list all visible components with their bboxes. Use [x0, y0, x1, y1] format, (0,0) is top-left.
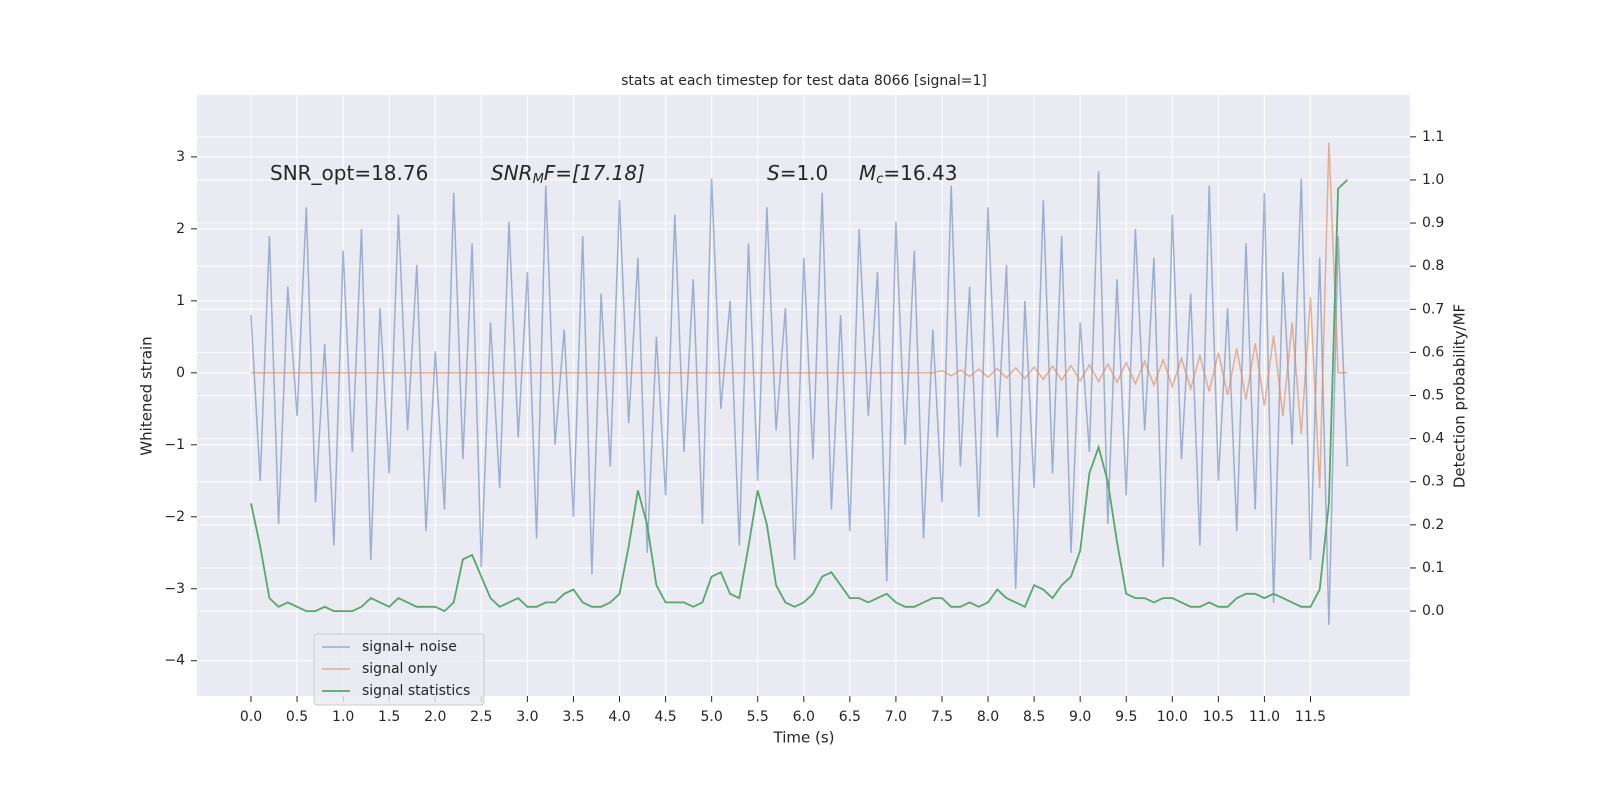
x-tick-label: 5.0 [701, 709, 723, 725]
y-tick-label: −2 [164, 509, 185, 525]
y2-tick-label: 0.9 [1422, 215, 1444, 231]
x-tick-label: 5.5 [747, 709, 769, 725]
y-tick-label: −3 [164, 581, 185, 597]
annotation-part: M [859, 161, 876, 185]
legend-label: signal+ noise [362, 639, 457, 655]
y-tick-label: 0 [176, 365, 185, 381]
x-tick-label: 8.0 [977, 709, 999, 725]
x-tick-label: 7.0 [885, 709, 907, 725]
x-tick-label: 4.0 [608, 709, 630, 725]
x-tick-label: 4.5 [654, 709, 676, 725]
annotation: SNRMF=[17.18] [491, 161, 645, 187]
y2-tick-label: 0.8 [1422, 258, 1444, 274]
x-tick-label: 0.5 [286, 709, 308, 725]
annotation-part: SNR_opt=18.76 [270, 161, 428, 185]
x-tick-label: 1.0 [332, 709, 354, 725]
x-tick-label: 0.0 [240, 709, 262, 725]
y2-tick-label: 0.0 [1422, 603, 1444, 619]
y-tick-label: 1 [176, 293, 185, 309]
annotation-part: S [767, 161, 780, 185]
annotation: SNR_opt=18.76 [270, 161, 428, 185]
y-axis-label: Whitened strain [138, 336, 156, 455]
series-line [250, 171, 1349, 625]
y-tick-label: 2 [176, 221, 185, 237]
annotation-part: c [876, 172, 883, 187]
annotation: Mc=16.43 [859, 161, 957, 187]
annotation-part: =1.0 [780, 161, 829, 185]
x-tick-label: 2.0 [424, 709, 446, 725]
y2-tick-label: 0.3 [1422, 474, 1444, 490]
x-tick-label: 9.5 [1115, 709, 1137, 725]
x-axis-label: Time (s) [773, 729, 835, 747]
y-tick-label: −1 [164, 437, 185, 453]
annotation-part: =16.43 [883, 161, 957, 185]
x-tick-label: 10.0 [1157, 709, 1188, 725]
x-tick-label: 6.0 [793, 709, 815, 725]
x-tick-label: 1.5 [378, 709, 400, 725]
annotation: S=1.0 [767, 161, 828, 185]
series-line [251, 142, 1348, 489]
legend-label: signal only [362, 661, 437, 677]
x-tick-label: 7.5 [931, 709, 953, 725]
x-tick-label: 9.0 [1069, 709, 1091, 725]
legend-box [313, 633, 485, 706]
chart-title: stats at each timestep for test data 806… [621, 73, 987, 89]
y-tick-label: −4 [164, 653, 185, 669]
x-tick-label: 11.0 [1249, 709, 1280, 725]
y2-tick-label: 0.5 [1422, 388, 1444, 404]
y2-tick-label: 0.4 [1422, 431, 1444, 447]
annotation-part: F=[17.18] [544, 161, 645, 185]
y2-tick-label: 1.1 [1422, 129, 1444, 145]
y2-tick-label: 0.1 [1422, 560, 1444, 576]
x-tick-label: 6.5 [839, 709, 861, 725]
x-tick-label: 2.5 [470, 709, 492, 725]
annotation-part: M [533, 172, 544, 187]
legend-label: signal statistics [362, 683, 470, 699]
y-tick-label: 3 [176, 149, 185, 165]
y2-tick-label: 0.6 [1422, 344, 1444, 360]
x-tick-label: 8.5 [1023, 709, 1045, 725]
x-tick-label: 3.0 [516, 709, 538, 725]
x-tick-label: 11.5 [1295, 709, 1326, 725]
series-line [250, 179, 1349, 613]
x-tick-label: 10.5 [1203, 709, 1234, 725]
y2-tick-label: 1.0 [1422, 172, 1444, 188]
y2-tick-label: 0.7 [1422, 301, 1444, 317]
y2-tick-label: 0.2 [1422, 517, 1444, 533]
annotation-part: SNR [491, 161, 533, 185]
y2-axis-label: Detection probability/MF [1451, 304, 1469, 488]
x-tick-label: 3.5 [562, 709, 584, 725]
